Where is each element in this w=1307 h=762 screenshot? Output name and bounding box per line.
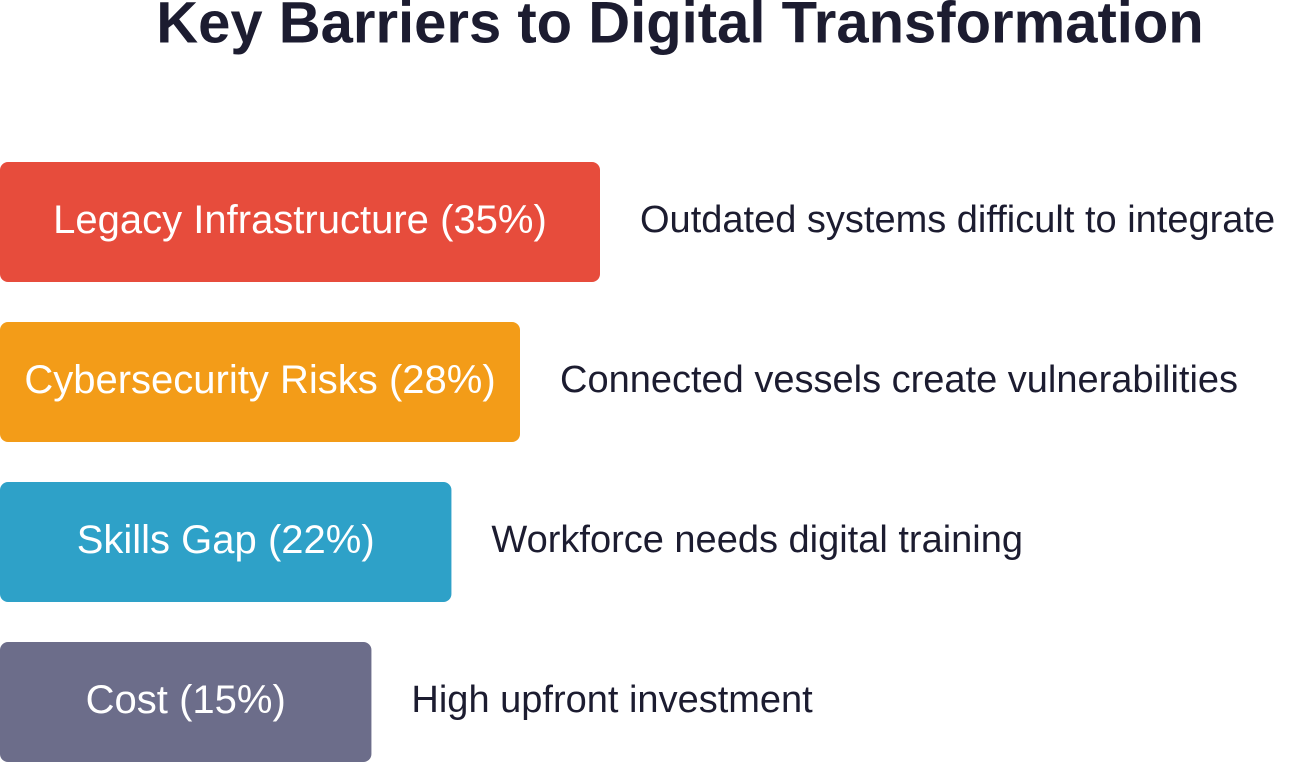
category-label: Cybersecurity Risks <box>24 358 377 402</box>
bar <box>0 642 372 762</box>
bar <box>0 322 520 442</box>
bar-label: Skills Gap (22%) <box>77 518 375 562</box>
bar-label: Legacy Infrastructure (35%) <box>53 198 547 242</box>
description: Workforce needs digital training <box>491 519 1023 561</box>
chart-title: Key Barriers to Digital Transformation <box>156 0 1203 55</box>
category-label: Cost <box>86 678 168 722</box>
bar <box>0 482 452 602</box>
value-label: (28%) <box>389 358 496 402</box>
description: High upfront investment <box>411 679 813 721</box>
value-label: (15%) <box>179 678 286 722</box>
description: Outdated systems difficult to integrate <box>640 199 1275 241</box>
category-label: Legacy Infrastructure <box>53 198 429 242</box>
category-label: Skills Gap <box>77 518 257 562</box>
value-label: (22%) <box>268 518 375 562</box>
value-label: (35%) <box>440 198 547 242</box>
description: Connected vessels create vulnerabilities <box>560 359 1238 401</box>
bar-label: Cybersecurity Risks (28%) <box>24 358 495 402</box>
bar <box>0 162 600 282</box>
bar-label: Cost (15%) <box>86 678 286 722</box>
